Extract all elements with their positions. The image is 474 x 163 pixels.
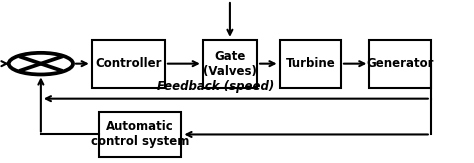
- Text: -: -: [22, 63, 27, 76]
- Text: Automatic
control system: Automatic control system: [91, 120, 189, 148]
- Text: Gate
(Valves): Gate (Valves): [203, 50, 257, 78]
- FancyBboxPatch shape: [280, 40, 341, 88]
- FancyBboxPatch shape: [99, 112, 182, 157]
- Text: Turbine: Turbine: [285, 57, 335, 70]
- Circle shape: [9, 53, 73, 74]
- FancyBboxPatch shape: [369, 40, 431, 88]
- FancyBboxPatch shape: [91, 40, 165, 88]
- Text: Generator: Generator: [366, 57, 434, 70]
- Text: Controller: Controller: [95, 57, 162, 70]
- FancyBboxPatch shape: [203, 40, 257, 88]
- Text: Feedback (speed): Feedback (speed): [157, 80, 274, 93]
